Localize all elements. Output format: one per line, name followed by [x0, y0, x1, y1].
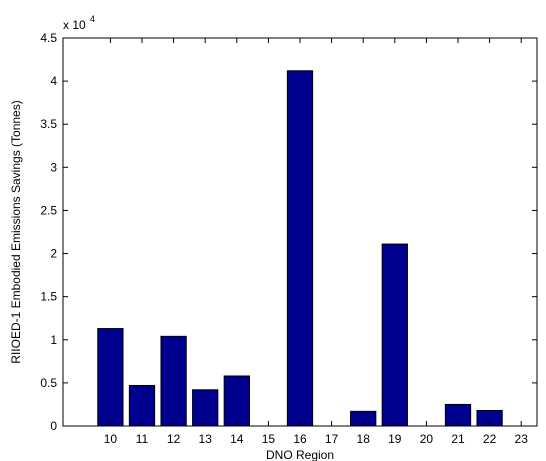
plot-frame: [62, 37, 538, 427]
bar-region-11: [128, 384, 156, 427]
y-tick-label: 3: [50, 160, 57, 174]
bar-region-14: [223, 375, 250, 427]
y-tick-label: 4.5: [40, 31, 57, 45]
x-tick-label: 10: [104, 432, 118, 446]
x-tick-label: 20: [420, 432, 434, 446]
x-tick-label: 22: [483, 432, 497, 446]
bar-region-12: [160, 335, 187, 427]
x-tick-group: 10 11 12 13 14 15 16 17 18 19 20 21 22 23: [104, 38, 528, 446]
x-tick-label: 15: [262, 432, 276, 446]
x-tick-label: 23: [515, 432, 529, 446]
y-tick-label: 2.5: [40, 203, 57, 217]
x-tick-label: 14: [230, 432, 244, 446]
x-tick-label: 13: [199, 432, 213, 446]
bar-region-16: [286, 70, 314, 427]
x-axis-label: DNO Region: [266, 448, 334, 461]
y-exponent-power: 4: [90, 14, 95, 24]
x-tick-label: 16: [293, 432, 307, 446]
bar-group: [97, 70, 503, 427]
y-tick-label: 0.5: [40, 376, 57, 390]
y-tick-label: 4: [50, 74, 57, 88]
y-tick-group: 0 0.5 1 1.5 2 2.5 3 3.5 4 4.5: [40, 31, 537, 433]
bar-region-19: [381, 243, 408, 427]
y-tick-label: 2: [50, 247, 57, 261]
x-tick-label: 18: [357, 432, 371, 446]
y-tick-label: 1.5: [40, 290, 57, 304]
x-tick-label: 21: [451, 432, 465, 446]
y-exponent-label: x 10: [63, 18, 86, 32]
x-tick-label: 19: [388, 432, 402, 446]
y-tick-label: 0: [50, 419, 57, 433]
x-tick-label: 12: [167, 432, 181, 446]
y-tick-label: 3.5: [40, 117, 57, 131]
x-tick-label: 11: [136, 432, 149, 446]
bar-region-10: [97, 328, 124, 427]
y-axis-label: RIIOED-1 Embodied Emissions Savings (Ton…: [9, 100, 23, 363]
y-tick-label: 1: [50, 333, 57, 347]
x-tick-label: 17: [325, 432, 339, 446]
bar-region-13: [192, 389, 219, 427]
